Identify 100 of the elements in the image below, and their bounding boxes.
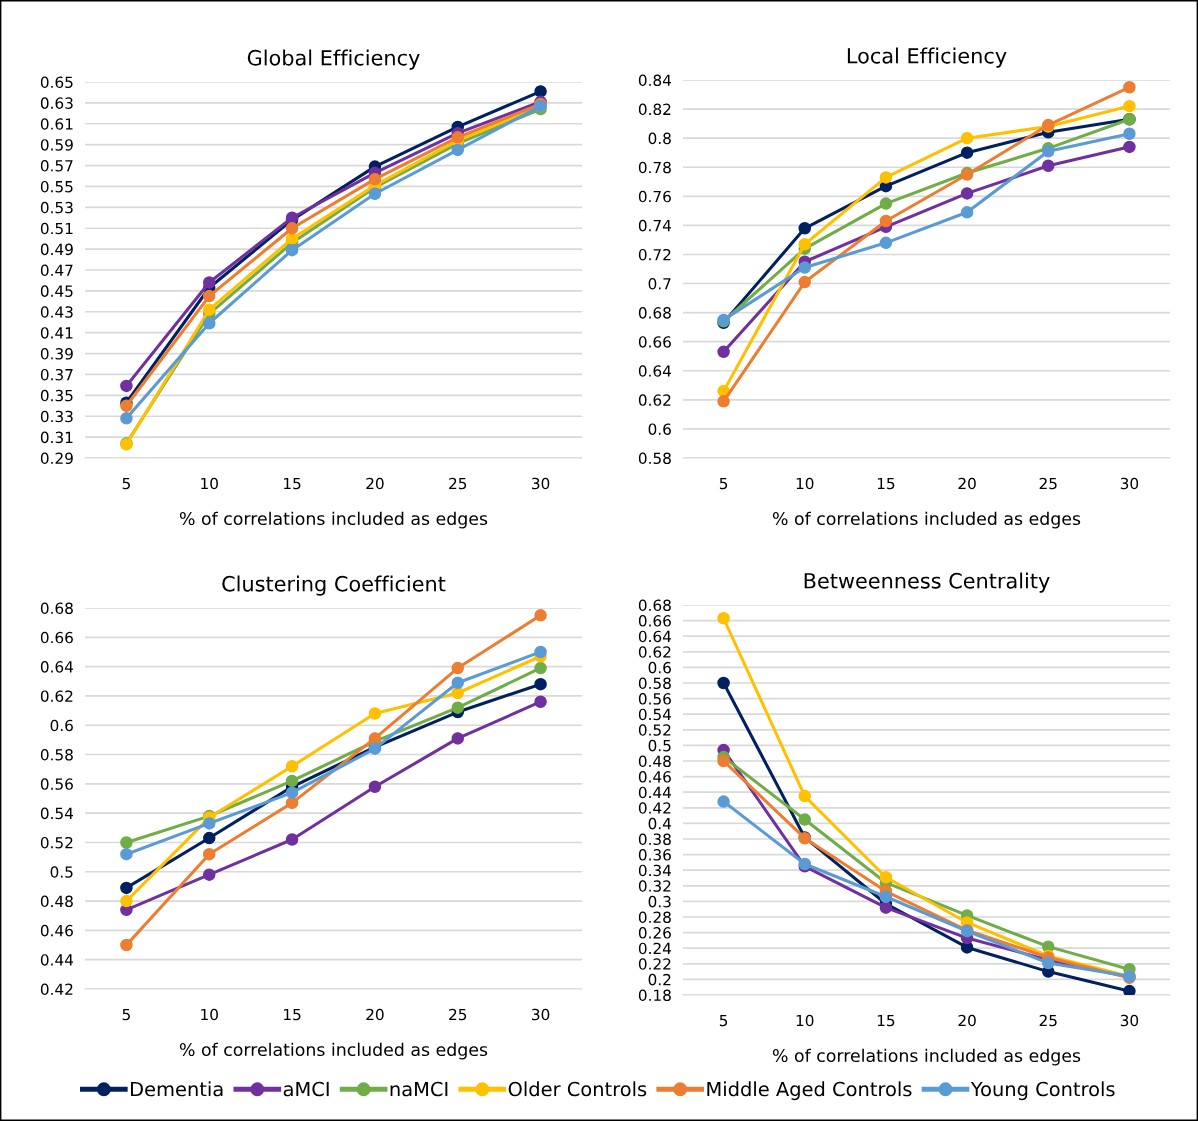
y-tick-label: 0.41 — [40, 327, 73, 339]
y-tick-label: 0.6 — [648, 423, 671, 435]
legend-label: Middle Aged Controls — [707, 1081, 912, 1101]
y-tick-label: 0.78 — [638, 161, 671, 174]
y-tick-label: 0.18 — [638, 989, 671, 1002]
x-tick-label: 20 — [366, 1008, 384, 1021]
y-tick-label: 0.4 — [648, 817, 672, 830]
legend-label: Older Controls — [508, 1081, 647, 1097]
y-tick-label: 0.42 — [40, 983, 73, 996]
y-tick-label: 0.45 — [40, 285, 73, 297]
y-tick-label: 0.31 — [40, 431, 73, 444]
y-tick-label: 0.6 — [50, 719, 73, 732]
y-tick-label: 0.53 — [40, 201, 73, 214]
y-tick-label: 0.47 — [40, 264, 73, 277]
y-tick-label: 0.5 — [50, 866, 73, 878]
y-tick-label: 0.44 — [40, 954, 74, 966]
chart-title: Global Efficiency — [247, 49, 420, 70]
x-tick-label: 5 — [122, 1008, 130, 1021]
y-tick-label: 0.3 — [648, 895, 671, 908]
y-tick-label: 0.46 — [638, 771, 671, 783]
x-tick-label: 25 — [1039, 477, 1057, 490]
x-axis-title: % of correlations included as edges — [772, 511, 1081, 529]
y-tick-label: 0.43 — [40, 306, 73, 318]
y-tick-label: 0.66 — [638, 336, 671, 348]
y-tick-label: 0.66 — [40, 631, 73, 644]
y-tick-label: 0.58 — [40, 749, 73, 761]
y-tick-label: 0.8 — [648, 132, 671, 145]
y-tick-label: 0.64 — [40, 661, 74, 673]
x-tick-label: 30 — [532, 1008, 550, 1021]
x-tick-label: 25 — [449, 1008, 467, 1021]
y-tick-label: 0.59 — [40, 139, 73, 151]
y-tick-label: 0.64 — [638, 630, 672, 643]
y-tick-label: 0.28 — [638, 911, 671, 924]
y-tick-label: 0.82 — [638, 103, 671, 116]
y-tick-label: 0.48 — [40, 895, 73, 908]
x-tick-label: 10 — [796, 1014, 814, 1027]
x-tick-label: 10 — [201, 1008, 218, 1021]
y-tick-label: 0.68 — [638, 307, 671, 319]
y-tick-label: 0.72 — [638, 248, 671, 261]
x-tick-label: 20 — [958, 477, 976, 490]
chart-title: Clustering Coefficient — [222, 575, 446, 596]
y-tick-label: 0.65 — [40, 76, 73, 89]
y-tick-label: 0.62 — [638, 646, 671, 658]
x-tick-label: 5 — [719, 1014, 728, 1027]
y-tick-label: 0.37 — [40, 368, 73, 381]
y-tick-label: 0.62 — [638, 394, 671, 406]
x-tick-label: 20 — [366, 477, 384, 490]
y-tick-label: 0.61 — [40, 118, 73, 130]
y-tick-label: 0.26 — [638, 927, 671, 939]
y-tick-label: 0.39 — [40, 348, 73, 360]
x-tick-label: 30 — [532, 477, 550, 490]
legend-label: aMCI — [283, 1081, 329, 1097]
y-tick-label: 0.32 — [638, 880, 671, 892]
y-tick-label: 0.54 — [40, 807, 74, 820]
y-tick-label: 0.54 — [638, 708, 672, 721]
y-tick-label: 0.56 — [40, 778, 73, 790]
legend-label: naMCI — [390, 1081, 448, 1097]
y-tick-label: 0.51 — [40, 222, 73, 235]
y-tick-label: 0.76 — [638, 190, 671, 203]
x-tick-label: 15 — [877, 477, 895, 490]
y-tick-label: 0.7 — [648, 278, 671, 290]
y-tick-label: 0.84 — [638, 74, 672, 87]
y-tick-label: 0.35 — [40, 389, 73, 402]
legend-label: Young Controls — [970, 1081, 1115, 1101]
y-tick-label: 0.52 — [638, 724, 671, 736]
y-tick-label: 0.62 — [40, 690, 73, 702]
y-tick-label: 0.63 — [40, 97, 73, 109]
y-tick-label: 0.2 — [648, 973, 671, 986]
y-tick-label: 0.58 — [638, 452, 671, 465]
x-tick-label: 15 — [284, 477, 301, 490]
x-axis-title: % of correlations included as edges — [179, 1042, 488, 1060]
x-tick-label: 5 — [122, 477, 130, 490]
y-tick-label: 0.64 — [638, 365, 672, 377]
x-tick-label: 20 — [958, 1014, 976, 1027]
y-tick-label: 0.46 — [40, 924, 73, 937]
y-tick-label: 0.58 — [638, 677, 671, 690]
y-tick-label: 0.42 — [638, 802, 671, 814]
x-tick-label: 25 — [1039, 1014, 1057, 1027]
chart-title: Betweenness Centrality — [804, 572, 1050, 593]
y-tick-label: 0.29 — [40, 452, 73, 465]
y-tick-label: 0.74 — [638, 219, 672, 232]
x-tick-label: 15 — [877, 1014, 895, 1027]
y-tick-label: 0.36 — [638, 849, 671, 861]
x-tick-label: 10 — [201, 477, 218, 490]
y-tick-label: 0.66 — [638, 615, 671, 627]
x-tick-label: 25 — [449, 477, 467, 490]
chart-title: Local Efficiency — [847, 47, 1007, 68]
y-tick-label: 0.6 — [648, 661, 671, 674]
y-tick-label: 0.34 — [638, 864, 672, 877]
x-tick-label: 10 — [796, 477, 814, 490]
y-tick-label: 0.38 — [638, 833, 671, 846]
y-tick-label: 0.5 — [648, 739, 671, 752]
legend-label: Dementia — [131, 1081, 223, 1097]
y-tick-label: 0.55 — [40, 180, 73, 193]
x-tick-label: 30 — [1120, 1014, 1139, 1027]
x-tick-label: 5 — [719, 477, 728, 490]
y-tick-label: 0.56 — [638, 693, 671, 705]
y-tick-label: 0.52 — [40, 836, 73, 849]
x-axis-title: % of correlations included as edges — [179, 511, 488, 529]
x-axis-title: % of correlations included as edges — [772, 1048, 1081, 1066]
